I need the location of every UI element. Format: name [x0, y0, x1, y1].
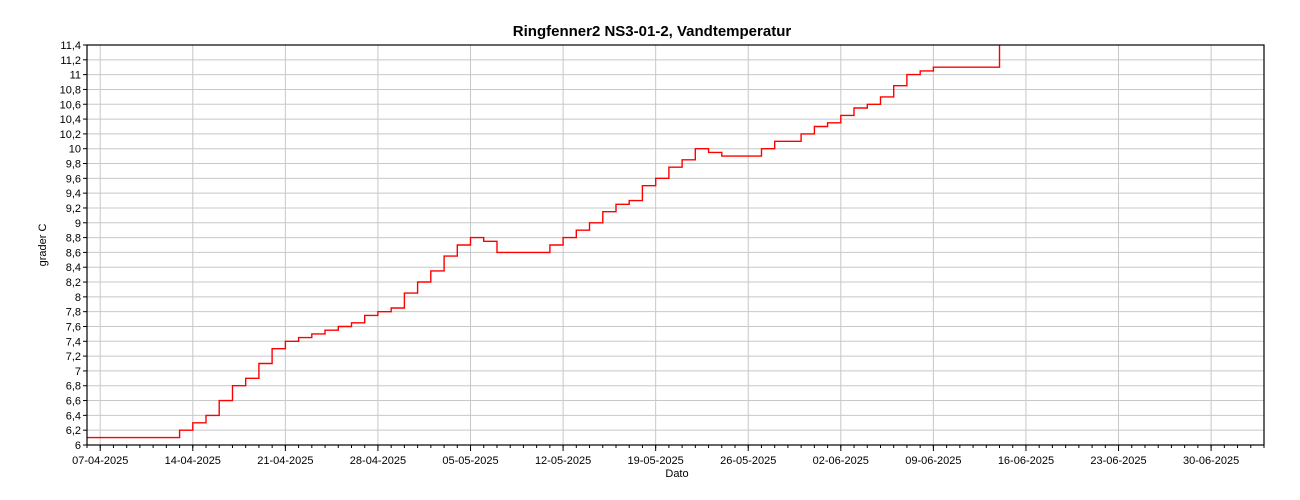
y-tick-label: 10,2: [60, 129, 81, 141]
y-axis: 6 6,2 6,4 6,6 6,8 7 7,2 7,4 7,6 7,8 8 8,2 8,4 8,6 8,8 9…: [60, 40, 87, 452]
x-tick-label: 02-06-2025: [813, 455, 869, 467]
y-tick-label: 8,2: [66, 277, 81, 289]
x-axis: 07-04-2025 14-04-2025 21-04-2025 28-04-2025…: [72, 445, 1265, 467]
chart-title: Ringfenner2 NS3-01-2, Vandtemperatur: [513, 23, 792, 40]
y-tick-label: 10,4: [60, 114, 81, 126]
y-tick-label: 6,2: [66, 425, 81, 437]
y-tick-label: 10,6: [60, 99, 81, 111]
x-tick-label: 19-05-2025: [628, 455, 684, 467]
y-tick-label: 7,4: [66, 336, 81, 348]
y-tick-label: 8,4: [66, 262, 81, 274]
series-line: [87, 45, 1001, 439]
y-tick-label: 11,2: [60, 55, 81, 67]
x-tick-label: 12-05-2025: [535, 455, 591, 467]
y-tick-label: 8: [75, 292, 81, 304]
y-tick-label: 9,4: [66, 188, 81, 200]
y-tick-label: 9,8: [66, 159, 81, 171]
y-axis-label: grader C: [37, 224, 49, 267]
x-tick-label: 14-04-2025: [165, 455, 221, 467]
x-tick-label: 26-05-2025: [720, 455, 776, 467]
y-tick-label: 6,4: [66, 410, 81, 422]
y-tick-label: 10,8: [60, 84, 81, 96]
x-tick-label: 09-06-2025: [905, 455, 961, 467]
y-tick-label: 6: [75, 440, 81, 452]
y-tick-label: 9: [75, 218, 81, 230]
y-tick-label: 9,6: [66, 173, 81, 185]
y-tick-label: 6,8: [66, 381, 81, 393]
x-axis-label: Dato: [665, 468, 688, 480]
y-tick-label: 11: [70, 70, 81, 82]
grid-layer: [87, 44, 1264, 446]
x-tick-label: 28-04-2025: [350, 455, 406, 467]
y-tick-label: 8,8: [66, 233, 81, 245]
x-tick-label: 30-06-2025: [1183, 455, 1239, 467]
x-tick-label: 05-05-2025: [442, 455, 498, 467]
y-tick-label: 7,8: [66, 307, 81, 319]
y-tick-label: 11,4: [60, 40, 81, 52]
y-tick-label: 7,6: [66, 321, 81, 333]
y-tick-label: 9,2: [66, 203, 81, 215]
x-tick-label: 23-06-2025: [1090, 455, 1146, 467]
plot-frame: [86, 44, 1265, 446]
y-tick-label: 8,6: [66, 247, 81, 259]
y-tick-label: 7: [75, 366, 81, 378]
y-tick-label: 7,2: [66, 351, 81, 363]
y-tick-label: 6,6: [66, 396, 81, 408]
x-tick-label: 21-04-2025: [257, 455, 313, 467]
y-tick-label: 10: [69, 144, 81, 156]
series-layer: [87, 45, 1001, 439]
x-tick-label: 07-04-2025: [72, 455, 128, 467]
x-tick-label: 16-06-2025: [998, 455, 1054, 467]
